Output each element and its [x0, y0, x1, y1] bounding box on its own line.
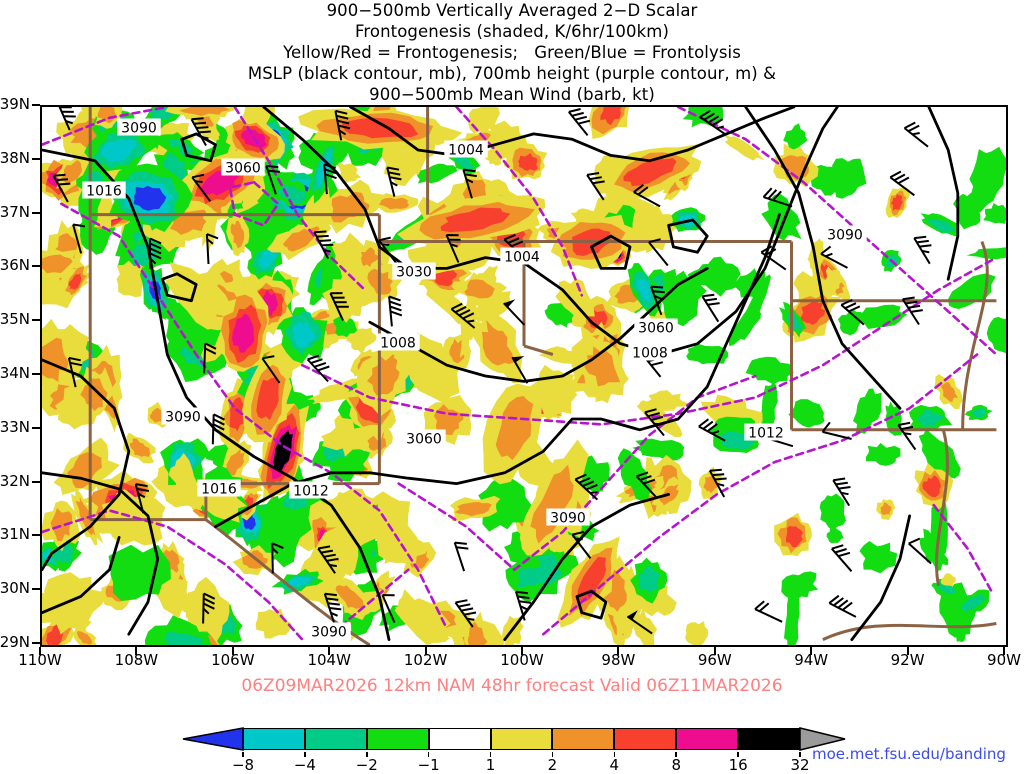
- contour-label: 3060: [221, 159, 264, 177]
- svg-text:3090: 3090: [121, 121, 157, 137]
- svg-text:1012: 1012: [293, 484, 329, 500]
- y-axis-tick: [32, 319, 40, 321]
- svg-text:3090: 3090: [165, 410, 201, 426]
- colorbar-label: 4: [594, 756, 634, 774]
- colorbar-label: −4: [285, 756, 325, 774]
- x-axis-label: 106W: [203, 653, 263, 668]
- x-axis-label: 98W: [588, 653, 648, 668]
- colorbar-bin[interactable]: [305, 728, 367, 750]
- contour-label: 1016: [197, 480, 240, 498]
- contour-label: 1004: [500, 248, 543, 266]
- title-line-3: Yellow/Red = Frontogenesis; Green/Blue =…: [0, 42, 1024, 63]
- contour-label: 3090: [546, 509, 589, 527]
- title-line-5: 900−500mb Mean Wind (barb, kt): [0, 84, 1024, 105]
- svg-text:1004: 1004: [504, 250, 540, 266]
- colorbar-label: −2: [347, 756, 387, 774]
- contour-label: 3060: [402, 430, 445, 448]
- colorbar-label: −1: [409, 756, 449, 774]
- contour-label: 1012: [289, 482, 332, 500]
- svg-text:3030: 3030: [396, 265, 432, 281]
- x-axis-label: 94W: [781, 653, 841, 668]
- colorbar-bin[interactable]: [614, 728, 676, 750]
- svg-text:1016: 1016: [86, 184, 122, 200]
- forecast-caption: 06Z09MAR2026 12km NAM 48hr forecast Vali…: [0, 676, 1024, 696]
- figure-title: 900−500mb Vertically Averaged 2−D Scalar…: [0, 0, 1024, 105]
- contour-label: 1008: [376, 334, 419, 352]
- x-axis-label: 110W: [10, 653, 70, 668]
- colorbar-bin[interactable]: [429, 728, 491, 750]
- title-line-1: 900−500mb Vertically Averaged 2−D Scalar: [0, 0, 1024, 21]
- colorbar-label: 16: [718, 756, 758, 774]
- colorbar-bin[interactable]: [552, 728, 614, 750]
- y-axis-label: 36N: [0, 258, 30, 273]
- watermark-credit: moe.met.fsu.edu/banding: [812, 745, 1006, 763]
- x-axis-label: 104W: [299, 653, 359, 668]
- contour-label: 3090: [117, 119, 160, 137]
- y-axis-label: 29N: [0, 635, 30, 650]
- colorbar-bin[interactable]: [243, 728, 305, 750]
- y-axis-tick: [32, 642, 40, 644]
- contour-label: 3030: [392, 263, 435, 281]
- colorbar-bin[interactable]: [738, 728, 800, 750]
- contour-label: 1008: [628, 344, 671, 362]
- y-axis-label: 31N: [0, 527, 30, 542]
- svg-text:3090: 3090: [311, 625, 347, 641]
- svg-text:1016: 1016: [201, 482, 237, 498]
- colorbar-label: 8: [656, 756, 696, 774]
- y-axis-label: 35N: [0, 312, 30, 327]
- x-axis-label: 92W: [878, 653, 938, 668]
- svg-text:1008: 1008: [632, 346, 668, 362]
- map-canvas: 1016 1004 1004 1008 1008 1016 1012 1012 3090 3060…: [42, 107, 1006, 645]
- svg-text:1004: 1004: [448, 143, 484, 159]
- contour-label: 1004: [444, 141, 487, 159]
- colorbar-bin[interactable]: [676, 728, 738, 750]
- map-plot-area[interactable]: 1016 1004 1004 1008 1008 1016 1012 1012 3090 3060…: [40, 105, 1008, 647]
- y-axis-tick: [32, 588, 40, 590]
- contour-label: 3060: [634, 319, 677, 337]
- y-axis-tick: [32, 104, 40, 106]
- svg-text:3060: 3060: [225, 161, 261, 177]
- x-axis-label: 100W: [492, 653, 552, 668]
- svg-text:3060: 3060: [406, 432, 442, 448]
- colorbar-label: 2: [532, 756, 572, 774]
- contour-label: 1012: [744, 424, 787, 442]
- y-axis-tick: [32, 373, 40, 375]
- colorbar-bin[interactable]: [367, 728, 429, 750]
- y-axis-tick: [32, 265, 40, 267]
- x-axis-label: 90W: [974, 653, 1024, 668]
- contour-label: 3090: [823, 226, 866, 244]
- y-axis-tick: [32, 427, 40, 429]
- title-line-2: Frontogenesis (shaded, K/6hr/100km): [0, 21, 1024, 42]
- svg-text:3060: 3060: [638, 321, 674, 337]
- y-axis-label: 32N: [0, 474, 30, 489]
- y-axis-tick: [32, 534, 40, 536]
- colorbar-label: 1: [471, 756, 511, 774]
- y-axis-tick: [32, 158, 40, 160]
- x-axis-label: 102W: [396, 653, 456, 668]
- contour-label: 3090: [307, 623, 350, 641]
- contour-label: 3090: [161, 408, 204, 426]
- contour-label: 1016: [82, 182, 125, 200]
- y-axis-label: 39N: [0, 97, 30, 112]
- y-axis-label: 34N: [0, 366, 30, 381]
- svg-text:1012: 1012: [748, 426, 784, 442]
- x-axis-label: 108W: [106, 653, 166, 668]
- colorbar-bin[interactable]: [491, 728, 553, 750]
- y-axis-label: 33N: [0, 420, 30, 435]
- svg-text:3090: 3090: [550, 511, 586, 527]
- y-axis-label: 38N: [0, 151, 30, 166]
- x-axis-label: 96W: [685, 653, 745, 668]
- svg-text:1008: 1008: [380, 336, 416, 352]
- y-axis-label: 30N: [0, 581, 30, 596]
- y-axis-tick: [32, 481, 40, 483]
- y-axis-label: 37N: [0, 205, 30, 220]
- colorbar-label: −8: [223, 756, 263, 774]
- y-axis-tick: [32, 212, 40, 214]
- title-line-4: MSLP (black contour, mb), 700mb height (…: [0, 63, 1024, 84]
- svg-text:3090: 3090: [827, 228, 863, 244]
